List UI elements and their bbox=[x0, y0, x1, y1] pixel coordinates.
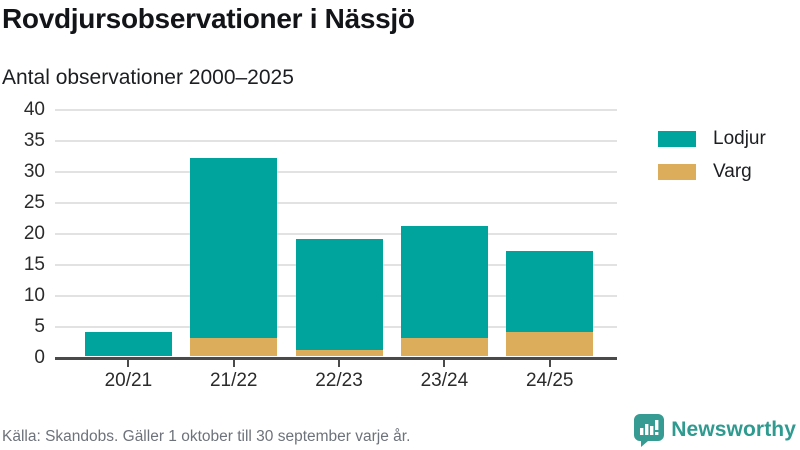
y-tick-label: 20 bbox=[23, 223, 45, 244]
y-tick-label: 10 bbox=[23, 285, 45, 306]
y-tick-label: 35 bbox=[23, 130, 45, 151]
x-tick-mark bbox=[232, 359, 235, 367]
bar-segment-varg-24-25 bbox=[506, 331, 594, 357]
legend-label: Varg bbox=[713, 161, 752, 182]
page-title: Rovdjursobservationer i Nässjö bbox=[2, 3, 415, 34]
newsworthy-logo: Newsworthy bbox=[634, 413, 796, 447]
y-tick-label: 40 bbox=[23, 99, 45, 120]
y-tick-label: 0 bbox=[34, 347, 45, 368]
bar-chart-speech-bubble-icon bbox=[634, 413, 665, 447]
legend-item-lodjur: Lodjur bbox=[658, 128, 766, 150]
newsworthy-logo-text: Newsworthy bbox=[671, 418, 796, 441]
x-tick-mark bbox=[548, 359, 551, 367]
x-tick-label: 20/21 bbox=[104, 370, 153, 391]
legend: Lodjur Varg bbox=[658, 128, 766, 194]
bar-segment-varg-22-23 bbox=[295, 350, 383, 357]
bar-segment-lodjur-24-25 bbox=[506, 251, 594, 332]
x-axis-baseline bbox=[55, 356, 617, 360]
bar-segment-lodjur-21-22 bbox=[190, 158, 278, 338]
chart-subtitle: Antal observationer 2000–2025 bbox=[2, 66, 294, 89]
legend-swatch-lodjur bbox=[658, 131, 696, 147]
bar-segment-varg-23-24 bbox=[400, 337, 488, 357]
y-tick-label: 25 bbox=[23, 192, 45, 213]
gridline bbox=[55, 140, 617, 142]
bar-segment-lodjur-22-23 bbox=[295, 238, 383, 351]
y-tick-label: 15 bbox=[23, 254, 45, 275]
x-tick-label: 21/22 bbox=[209, 370, 258, 391]
legend-swatch-varg bbox=[658, 164, 696, 180]
source-note: Källa: Skandobs. Gäller 1 oktober till 3… bbox=[2, 428, 411, 445]
x-tick-label: 24/25 bbox=[525, 370, 574, 391]
gridline bbox=[55, 202, 617, 204]
x-tick-label: 23/24 bbox=[420, 370, 469, 391]
legend-label: Lodjur bbox=[713, 128, 766, 149]
y-tick-label: 30 bbox=[23, 161, 45, 182]
bar-segment-varg-21-22 bbox=[190, 337, 278, 357]
bar-segment-lodjur-23-24 bbox=[400, 226, 488, 338]
bar-segment-lodjur-20-21 bbox=[84, 331, 172, 357]
x-tick-mark bbox=[338, 359, 341, 367]
gridline bbox=[55, 171, 617, 173]
gridline bbox=[55, 109, 617, 111]
x-tick-mark bbox=[443, 359, 446, 367]
x-tick-label: 22/23 bbox=[315, 370, 363, 391]
x-tick-mark bbox=[127, 359, 130, 367]
legend-item-varg: Varg bbox=[658, 161, 766, 183]
gridline bbox=[55, 233, 617, 235]
y-tick-label: 5 bbox=[34, 316, 45, 337]
